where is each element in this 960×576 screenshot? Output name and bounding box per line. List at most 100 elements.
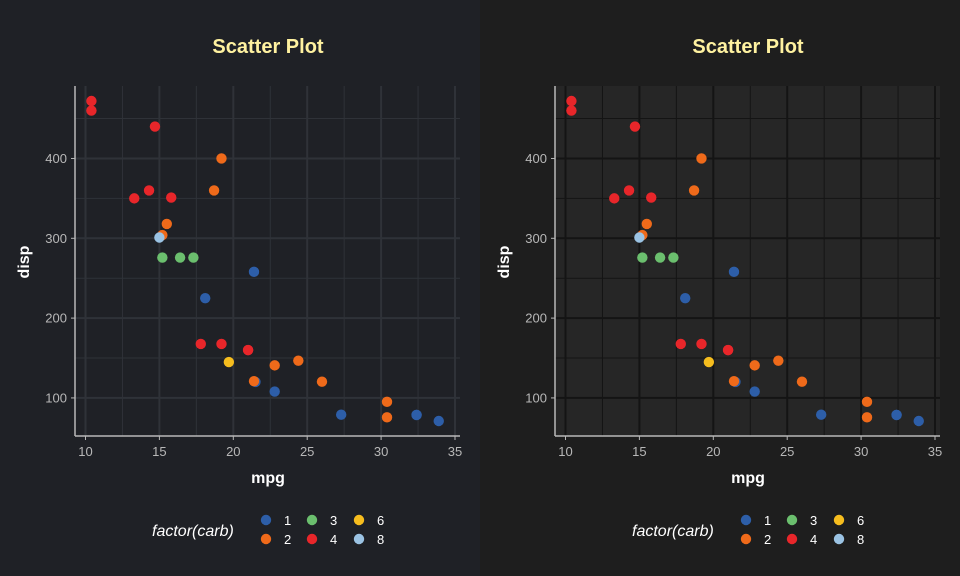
data-point-carb-2: [641, 218, 652, 230]
legend-label: 4: [330, 532, 337, 547]
data-point-carb-4: [143, 185, 155, 196]
legend-key-carb-6: [353, 514, 365, 526]
data-point-carb-1: [335, 409, 347, 420]
data-point-carb-4: [166, 192, 177, 203]
legend-key-carb-8: [833, 533, 845, 545]
data-point-carb-1: [749, 386, 760, 397]
legend-key-carb-3: [786, 514, 798, 526]
y-tick-label: 200: [45, 311, 67, 326]
y-axis-title: disp: [496, 245, 513, 278]
data-point-carb-4: [629, 121, 641, 132]
data-point-carb-4: [646, 192, 657, 203]
legend-label: 2: [764, 532, 771, 547]
legend-label: 8: [377, 532, 384, 547]
legend-title: factor(carb): [152, 523, 234, 540]
x-tick-label: 35: [928, 444, 942, 459]
data-point-carb-4: [675, 338, 686, 350]
data-point-carb-2: [208, 185, 220, 196]
legend-key-carb-4: [306, 533, 318, 545]
data-point-carb-4: [609, 193, 620, 204]
data-point-carb-2: [696, 153, 707, 164]
y-tick-label: 400: [45, 151, 67, 166]
data-point-carb-3: [668, 252, 679, 263]
legend-key-carb-6: [833, 514, 845, 526]
x-tick-label: 10: [558, 444, 572, 459]
data-point-carb-1: [728, 266, 740, 278]
y-tick-label: 100: [525, 390, 547, 405]
data-point-carb-2: [728, 375, 740, 387]
plot-panel: [75, 86, 460, 436]
y-tick-label: 300: [525, 231, 547, 246]
data-point-carb-3: [188, 252, 199, 263]
data-point-carb-2: [749, 360, 760, 371]
legend-label: 6: [857, 513, 864, 528]
x-axis-title: mpg: [251, 470, 285, 487]
legend-key-carb-1: [260, 514, 272, 526]
data-point-carb-1: [680, 292, 691, 304]
y-tick-label: 300: [45, 231, 67, 246]
data-point-carb-4: [696, 338, 707, 350]
x-tick-label: 35: [448, 444, 462, 459]
data-point-carb-1: [248, 266, 260, 278]
data-point-carb-8: [634, 232, 645, 243]
x-tick-label: 25: [300, 444, 314, 459]
legend-label: 2: [284, 532, 291, 547]
data-point-carb-2: [796, 376, 808, 387]
legend-key-carb-8: [353, 533, 365, 545]
data-point-carb-3: [654, 252, 666, 263]
data-point-carb-1: [411, 409, 422, 421]
legend-label: 1: [764, 513, 771, 528]
data-point-carb-2: [248, 375, 260, 387]
legend-key-carb-4: [786, 533, 798, 545]
data-point-carb-4: [86, 105, 97, 116]
data-point-carb-1: [269, 386, 280, 397]
legend-key-carb-2: [260, 533, 272, 545]
data-point-carb-1: [433, 415, 444, 427]
legend-label: 4: [810, 532, 817, 547]
x-tick-label: 15: [152, 444, 166, 459]
y-tick-label: 200: [525, 311, 547, 326]
x-axis-title: mpg: [731, 470, 765, 487]
y-axis-title: disp: [16, 245, 33, 278]
data-point-carb-8: [154, 232, 165, 243]
data-point-carb-4: [566, 105, 577, 116]
data-point-carb-4: [566, 95, 577, 107]
legend-label: 8: [857, 532, 864, 547]
data-point-carb-3: [157, 252, 168, 263]
legend-title: factor(carb): [632, 523, 714, 540]
data-point-carb-4: [149, 121, 161, 132]
data-point-carb-2: [293, 355, 304, 366]
data-point-carb-4: [86, 95, 97, 107]
data-point-carb-4: [722, 344, 734, 356]
scatter-plot-right: 10 15 20 25 30 35 100 200 300 400 Scatter Plot mpg d…: [480, 0, 960, 576]
legend-label: 6: [377, 513, 384, 528]
data-point-carb-2: [161, 218, 172, 230]
data-point-carb-1: [200, 292, 211, 304]
data-point-carb-1: [913, 415, 924, 427]
data-point-carb-2: [861, 396, 873, 408]
data-point-carb-4: [195, 338, 206, 350]
data-point-carb-6: [703, 356, 715, 368]
x-tick-label: 15: [632, 444, 646, 459]
data-point-carb-1: [815, 409, 827, 420]
data-point-carb-6: [223, 356, 235, 368]
legend-label: 1: [284, 513, 291, 528]
data-point-carb-2: [381, 396, 393, 408]
legend-key-carb-3: [306, 514, 318, 526]
legend-label: 3: [810, 513, 817, 528]
legend-key-carb-2: [740, 533, 752, 545]
data-point-carb-4: [242, 344, 254, 356]
plot-panel: [555, 86, 940, 436]
legend-key-carb-1: [740, 514, 752, 526]
data-point-carb-3: [637, 252, 648, 263]
data-point-carb-4: [129, 193, 140, 204]
data-point-carb-2: [269, 360, 280, 371]
legend-label: 3: [330, 513, 337, 528]
data-point-carb-2: [861, 412, 873, 423]
data-point-carb-1: [891, 409, 902, 421]
x-tick-label: 20: [226, 444, 240, 459]
x-tick-label: 30: [854, 444, 868, 459]
x-tick-label: 25: [780, 444, 794, 459]
x-tick-label: 20: [706, 444, 720, 459]
